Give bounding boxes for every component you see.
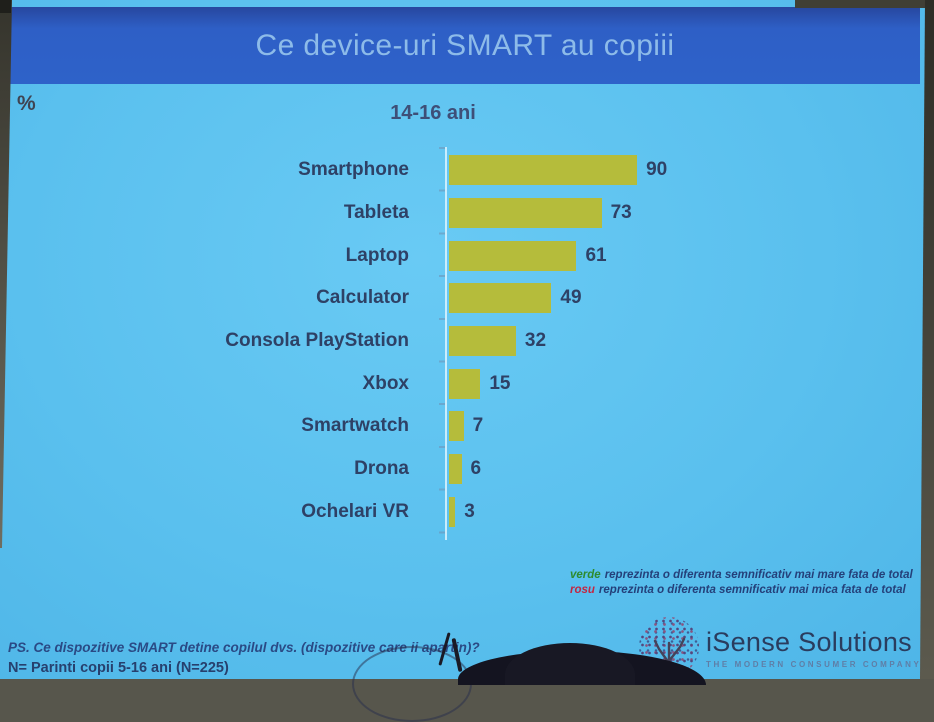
chart-row: Smartphone 90 [0,149,934,192]
category-label: Smartphone [298,159,409,181]
value-label: 15 [489,372,511,394]
note-keyword-rosu: rosu [570,584,595,596]
chart-row: Tableta 73 [0,192,934,235]
head-outline-artifact [352,646,472,722]
note-keyword-verde: verde [570,569,601,581]
chart-row: Drona 6 [0,448,934,491]
value-label: 61 [585,244,607,266]
logo-text-block: iSense Solutions THE MODERN CONSUMER COM… [706,617,921,669]
value-label: 49 [560,287,582,309]
value-label: 3 [464,500,475,522]
photo-edge-top [795,0,934,8]
chart-group-label: 14-16 ani [390,102,476,124]
chart-row: Xbox 15 [0,362,934,405]
bar-calculator [449,283,552,314]
bar-xbox [449,368,481,399]
bar-laptop [449,240,577,271]
sample-size: N= Parinti copii 5-16 ani (N=225) [8,660,229,676]
significance-note: verde reprezinta o diferenta semnificativ… [570,568,930,598]
value-label: 32 [524,330,547,352]
category-label: Calculator [316,287,409,309]
note-line-smaller: rosu reprezinta o diferenta semnificativ … [570,583,930,598]
bar-chart: Smartphone 90 Tableta 73 Laptop 61 Calculator 4… [0,149,934,533]
bar-ochelari-vr [449,496,456,527]
category-label: Tableta [343,202,409,224]
axis-ticks [439,147,445,543]
note-line-greater: verde reprezinta o diferenta semnificativ… [570,568,930,583]
note-text-greater: reprezinta o diferenta semnificativ mai … [604,569,913,581]
logo-tagline: THE MODERN CONSUMER COMPANY [706,660,922,669]
chart-row: Laptop 61 [0,234,934,277]
percent-axis-label: % [17,92,36,115]
bar-tableta [449,198,602,229]
note-text-smaller: reprezinta o diferenta semnificativ mai … [598,584,906,596]
value-label: 73 [610,202,632,224]
photo-edge-topleft [0,0,11,13]
chart-row: Ochelari VR 3 [0,491,934,534]
bar-drona [449,454,462,485]
slide-header: Ce device-uri SMART au copiii [10,7,920,84]
value-label: 7 [472,415,484,437]
value-label: 90 [646,159,668,181]
category-label: Laptop [345,244,409,266]
category-axis-line [445,147,447,540]
chart-row: Smartwatch 7 [0,405,934,448]
logo-name: iSense Solutions [706,627,912,657]
chart-row: Calculator 49 [0,277,934,320]
bar-smartphone [449,155,638,186]
survey-question: PS. Ce dispozitive SMART detine copilul … [8,640,480,655]
category-label: Ochelari VR [301,500,409,522]
category-label: Consola PlayStation [225,330,409,352]
value-label: 6 [470,458,482,480]
bar-smartwatch [449,411,464,442]
category-label: Smartwatch [301,415,409,437]
bar-consola-playstation [449,326,516,357]
slide-title: Ce device-uri SMART au copiii [255,28,675,62]
chart-row: Consola PlayStation 32 [0,320,934,363]
category-label: Xbox [362,372,409,394]
category-label: Drona [354,458,409,480]
